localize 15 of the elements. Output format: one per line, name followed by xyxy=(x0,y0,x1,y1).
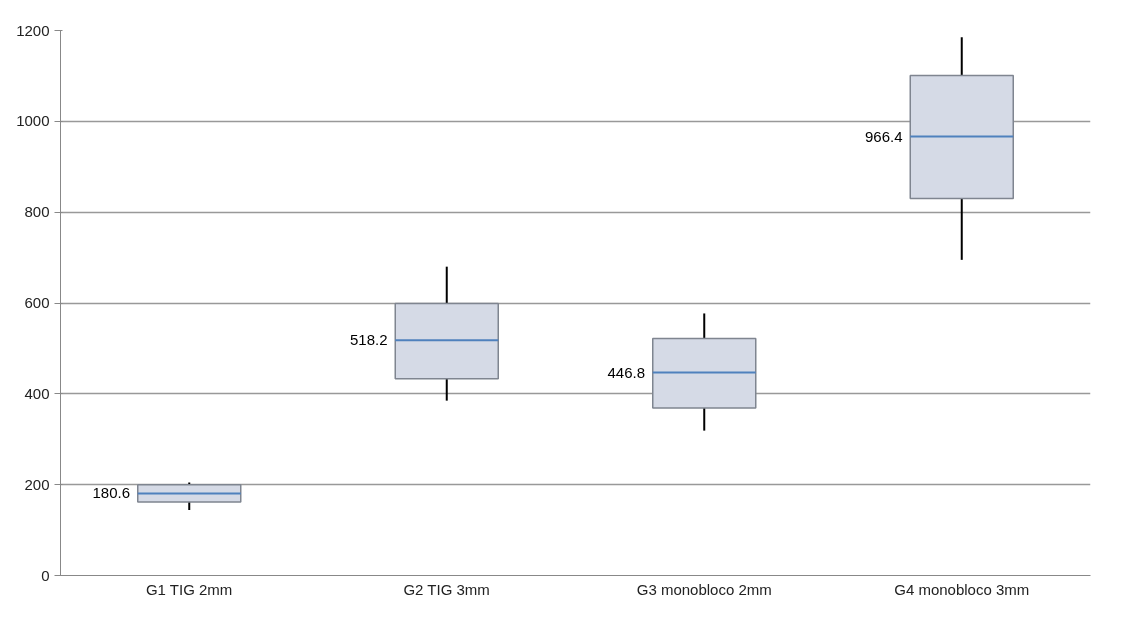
y-tick-label: 200 xyxy=(24,475,50,493)
y-tick-label: 1000 xyxy=(16,112,50,130)
y-tick-label: 800 xyxy=(24,203,50,221)
y-tick-label: 400 xyxy=(24,384,50,402)
y-tick-label: 600 xyxy=(24,294,50,311)
text: 180.6 xyxy=(92,484,131,502)
text: 446.8 xyxy=(607,363,646,381)
text: 966.4 xyxy=(864,127,903,145)
x-tick-label: G2 TIG 3mm xyxy=(403,580,490,598)
y-tick-label: 1200 xyxy=(16,21,50,39)
x-tick-label: G4 monobloco 3mm xyxy=(894,580,1030,598)
y-tick-label: 0 xyxy=(41,566,50,584)
x-tick-label: G1 TIG 2mm xyxy=(145,580,233,598)
x-tick-label: G3 monobloco 2mm xyxy=(636,580,772,598)
text: 518.2 xyxy=(349,331,388,349)
